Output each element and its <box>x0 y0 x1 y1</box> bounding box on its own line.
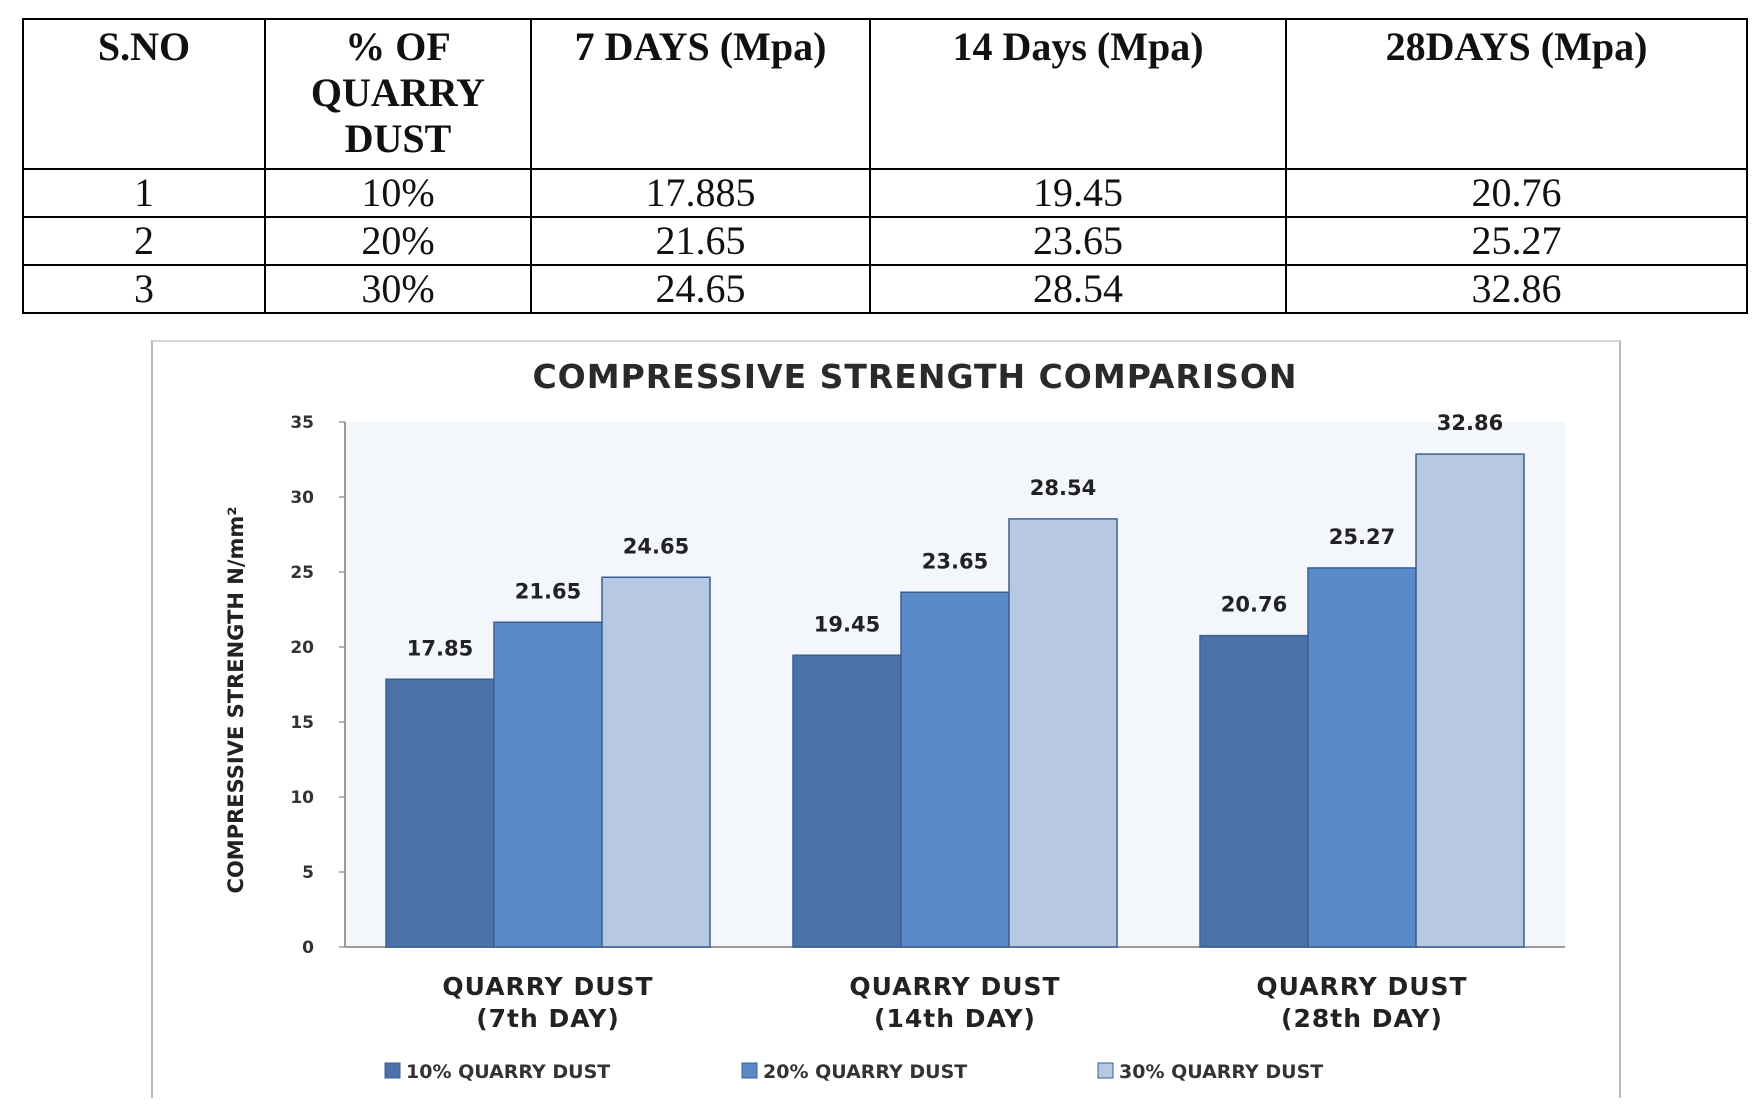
bar <box>493 621 603 948</box>
table-row: 3 30% 24.65 28.54 32.86 <box>22 264 1748 314</box>
table-header-row: S.NO % OF QUARRY DUST 7 DAYS (Mpa) 14 Da… <box>22 18 1748 170</box>
chart-title: COMPRESSIVE STRENGTH COMPARISON <box>532 357 1297 396</box>
y-axis-title: COMPRESSIVE STRENGTH N/mm² <box>224 507 248 894</box>
legend-swatch <box>1097 1062 1114 1079</box>
results-table: S.NO % OF QUARRY DUST 7 DAYS (Mpa) 14 Da… <box>22 18 1748 314</box>
bar <box>792 654 902 948</box>
table-cell: 24.65 <box>530 264 871 314</box>
bar <box>1307 567 1417 948</box>
table-cell: 20.76 <box>1285 168 1748 218</box>
data-label: 23.65 <box>922 549 988 573</box>
data-label: 17.85 <box>407 636 473 660</box>
data-label: 20.76 <box>1221 593 1287 617</box>
data-label: 32.86 <box>1437 411 1503 435</box>
bar <box>1008 518 1118 948</box>
legend-swatch <box>741 1062 758 1079</box>
y-tick-label: 30 <box>290 488 314 508</box>
bar <box>1415 453 1525 948</box>
table-cell: 28.54 <box>869 264 1287 314</box>
y-tick-label: 10 <box>290 788 314 808</box>
table-cell: 1 <box>22 168 266 218</box>
table-cell: 23.65 <box>869 216 1287 266</box>
y-tick-label: 5 <box>302 863 314 883</box>
x-tick-label: QUARRY DUST <box>442 972 653 1001</box>
table-cell: 25.27 <box>1285 216 1748 266</box>
data-label: 21.65 <box>515 579 581 603</box>
legend-label: 10% QUARRY DUST <box>406 1061 610 1083</box>
legend-label: 30% QUARRY DUST <box>1119 1061 1323 1083</box>
y-tick-label: 35 <box>290 413 314 433</box>
bar <box>900 591 1010 948</box>
data-label: 24.65 <box>623 534 689 558</box>
header-7-days: 7 DAYS (Mpa) <box>530 18 871 170</box>
table-cell: 2 <box>22 216 266 266</box>
y-tick-label: 25 <box>290 563 314 583</box>
table-cell: 20% <box>264 216 532 266</box>
table-cell: 19.45 <box>869 168 1287 218</box>
data-label: 28.54 <box>1030 476 1096 500</box>
x-tick-label: (14th DAY) <box>874 1004 1036 1033</box>
table-cell: 10% <box>264 168 532 218</box>
table-row: 2 20% 21.65 23.65 25.27 <box>22 216 1748 266</box>
table-cell: 32.86 <box>1285 264 1748 314</box>
y-tick-label: 0 <box>302 938 314 958</box>
table-cell: 3 <box>22 264 266 314</box>
data-label: 25.27 <box>1329 525 1395 549</box>
table-row: 1 10% 17.885 19.45 20.76 <box>22 168 1748 218</box>
table-cell: 17.885 <box>530 168 871 218</box>
y-tick-label: 20 <box>290 638 314 658</box>
bar <box>601 576 711 948</box>
header-quarry-dust-percent: % OF QUARRY DUST <box>264 18 532 170</box>
x-tick-label: (7th DAY) <box>476 1004 620 1033</box>
table-cell: 30% <box>264 264 532 314</box>
legend-label: 20% QUARRY DUST <box>763 1061 967 1083</box>
legend-swatch <box>384 1062 401 1079</box>
data-label: 19.45 <box>814 612 880 636</box>
x-tick-label: (28th DAY) <box>1281 1004 1443 1033</box>
bar <box>1199 634 1309 948</box>
header-28-days: 28DAYS (Mpa) <box>1285 18 1748 170</box>
header-sno: S.NO <box>22 18 266 170</box>
x-tick-label: QUARRY DUST <box>1256 972 1467 1001</box>
header-quarry-dust-percent-text: % OF QUARRY DUST <box>310 24 486 161</box>
x-tick-label: QUARRY DUST <box>849 972 1060 1001</box>
header-14-days: 14 Days (Mpa) <box>869 18 1287 170</box>
bar <box>385 678 495 948</box>
y-tick-label: 15 <box>290 713 314 733</box>
table-cell: 21.65 <box>530 216 871 266</box>
